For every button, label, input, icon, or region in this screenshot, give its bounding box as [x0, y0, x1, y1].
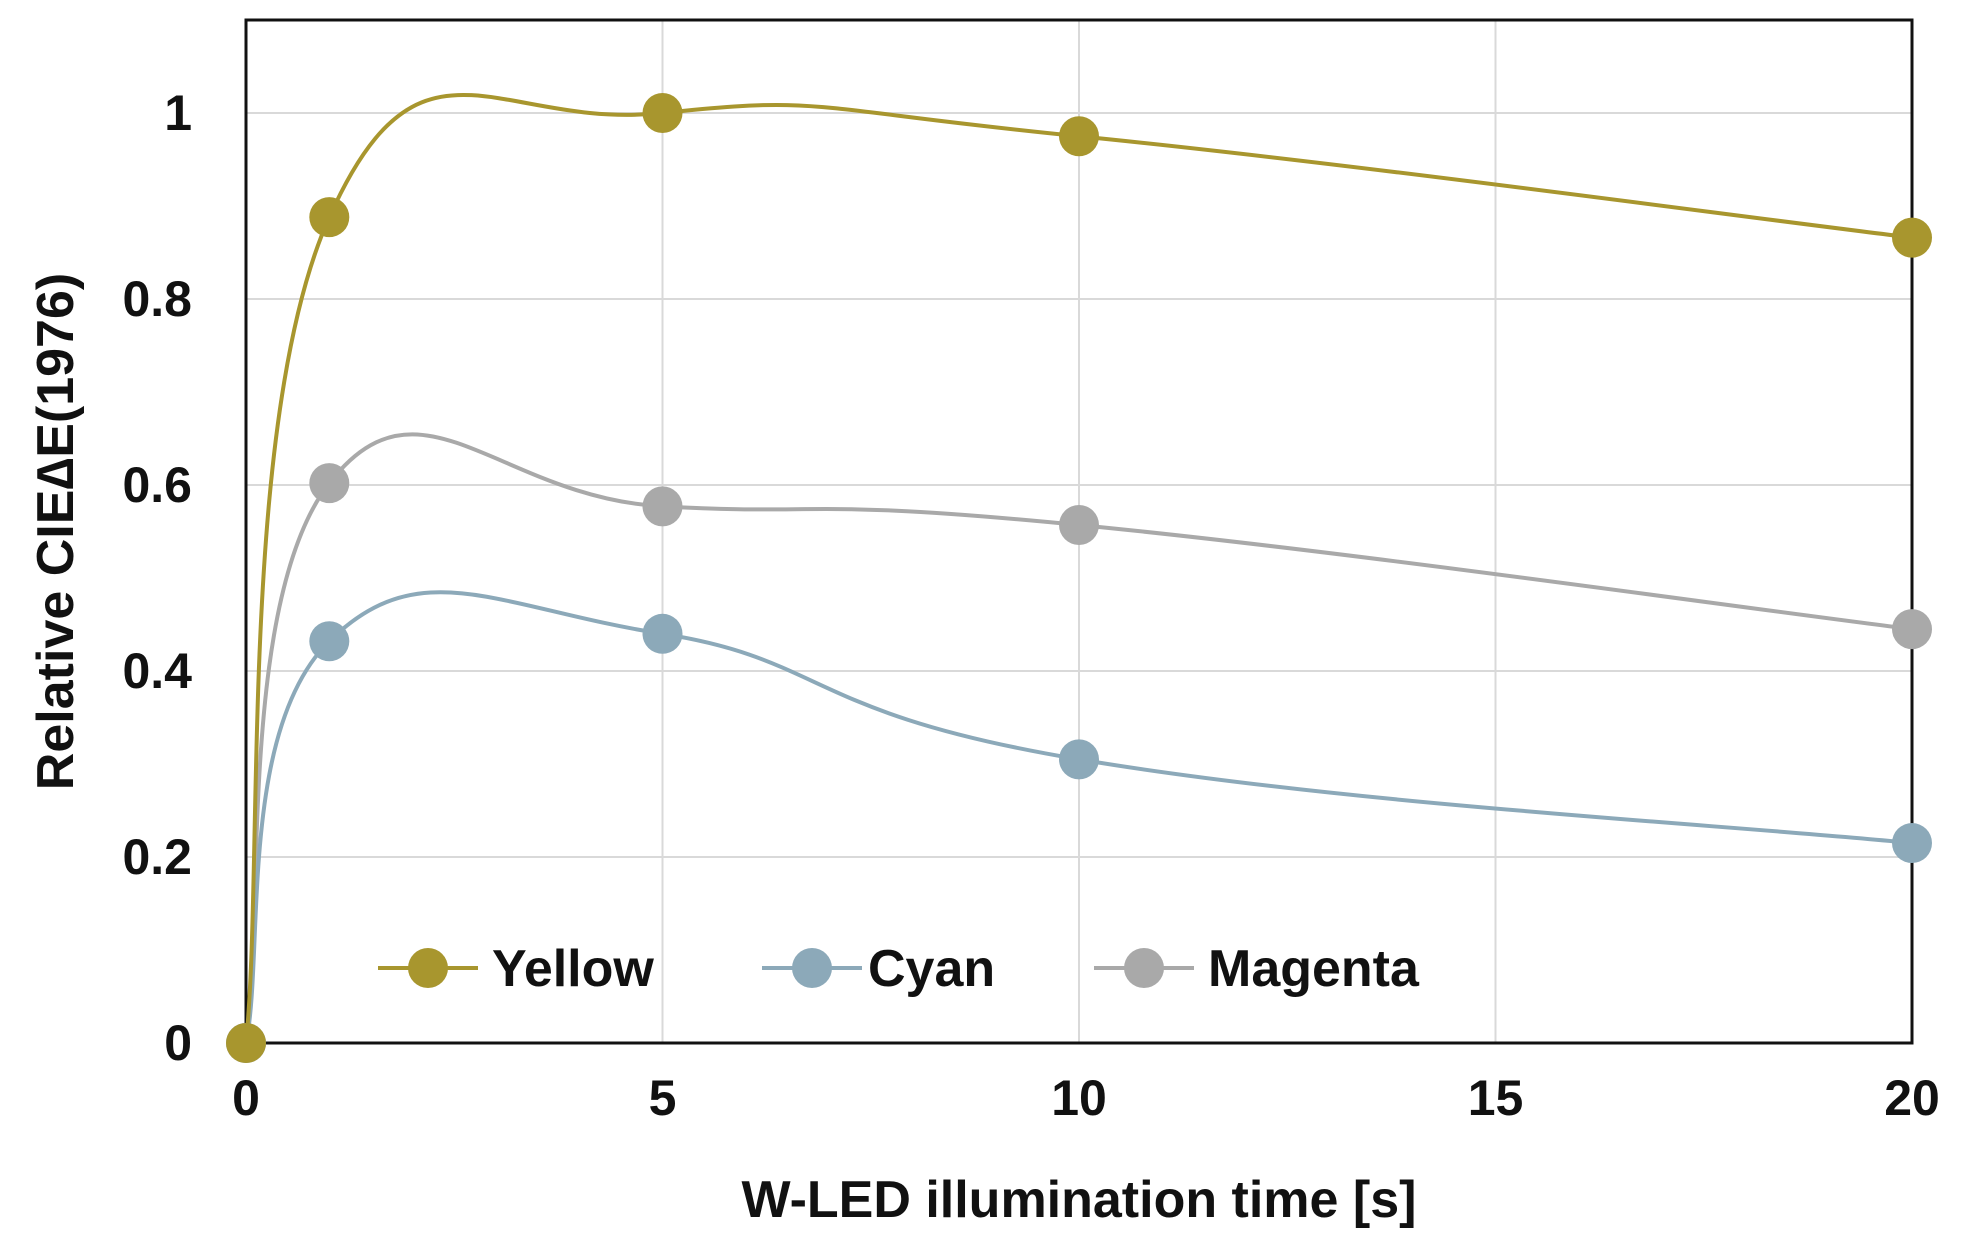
x-tick-label-5: 5	[649, 1070, 677, 1126]
data-point-cyan-x1	[309, 621, 350, 662]
data-point-yellow-x10	[1059, 116, 1099, 157]
legend: Yellow Cyan Magenta	[378, 940, 1420, 998]
y-tick-label-1: 1	[164, 85, 192, 141]
data-point-cyan-x10	[1059, 739, 1099, 780]
data-point-yellow-x20	[1892, 217, 1932, 258]
legend-label-yellow: Yellow	[492, 940, 654, 998]
legend-swatch-marker-magenta	[1124, 948, 1164, 988]
data-point-yellow-x0	[226, 1023, 266, 1063]
y-tick-label-0-6: 0.6	[122, 457, 192, 513]
data-point-cyan-x20	[1892, 823, 1932, 864]
legend-swatch-marker-yellow	[408, 948, 448, 988]
data-point-magenta-x1	[309, 463, 350, 504]
x-tick-label-10: 10	[1051, 1070, 1107, 1126]
legend-swatch-marker-cyan	[792, 948, 832, 988]
plot-area-border	[244, 18, 1914, 1045]
series-line-cyan	[244, 590, 1913, 1044]
data-point-magenta-x10	[1059, 504, 1099, 545]
series-line-magenta	[244, 432, 1913, 1044]
legend-item-cyan: Cyan	[762, 940, 995, 998]
legend-label-magenta: Magenta	[1208, 940, 1420, 998]
y-tick-label-0: 0	[164, 1015, 192, 1071]
data-point-cyan-x5	[642, 613, 683, 654]
x-tick-label-0: 0	[232, 1070, 260, 1126]
data-point-magenta-x20	[1892, 609, 1932, 650]
y-tick-label-0-4: 0.4	[122, 643, 192, 699]
x-axis-title: W-LED illumination time [s]	[742, 1171, 1417, 1229]
series-yellow	[226, 93, 1932, 1063]
legend-label-cyan: Cyan	[868, 940, 995, 998]
legend-item-magenta: Magenta	[1094, 940, 1420, 998]
y-tick-label-0-8: 0.8	[122, 271, 192, 327]
series-lines	[226, 93, 1932, 1063]
x-tick-label-15: 15	[1468, 1070, 1524, 1126]
tick-labels: 0 5 10 15 20 0 0.2 0.4 0.6 0.8 1	[122, 85, 1939, 1126]
x-tick-label-20: 20	[1884, 1070, 1940, 1126]
data-point-magenta-x5	[642, 486, 683, 527]
data-point-yellow-x5	[642, 93, 683, 133]
data-point-yellow-x1	[309, 197, 350, 238]
y-axis-title: Relative CIE∆E(1976)	[27, 273, 85, 790]
y-tick-label-0-2: 0.2	[122, 829, 192, 885]
legend-item-yellow: Yellow	[378, 940, 654, 998]
